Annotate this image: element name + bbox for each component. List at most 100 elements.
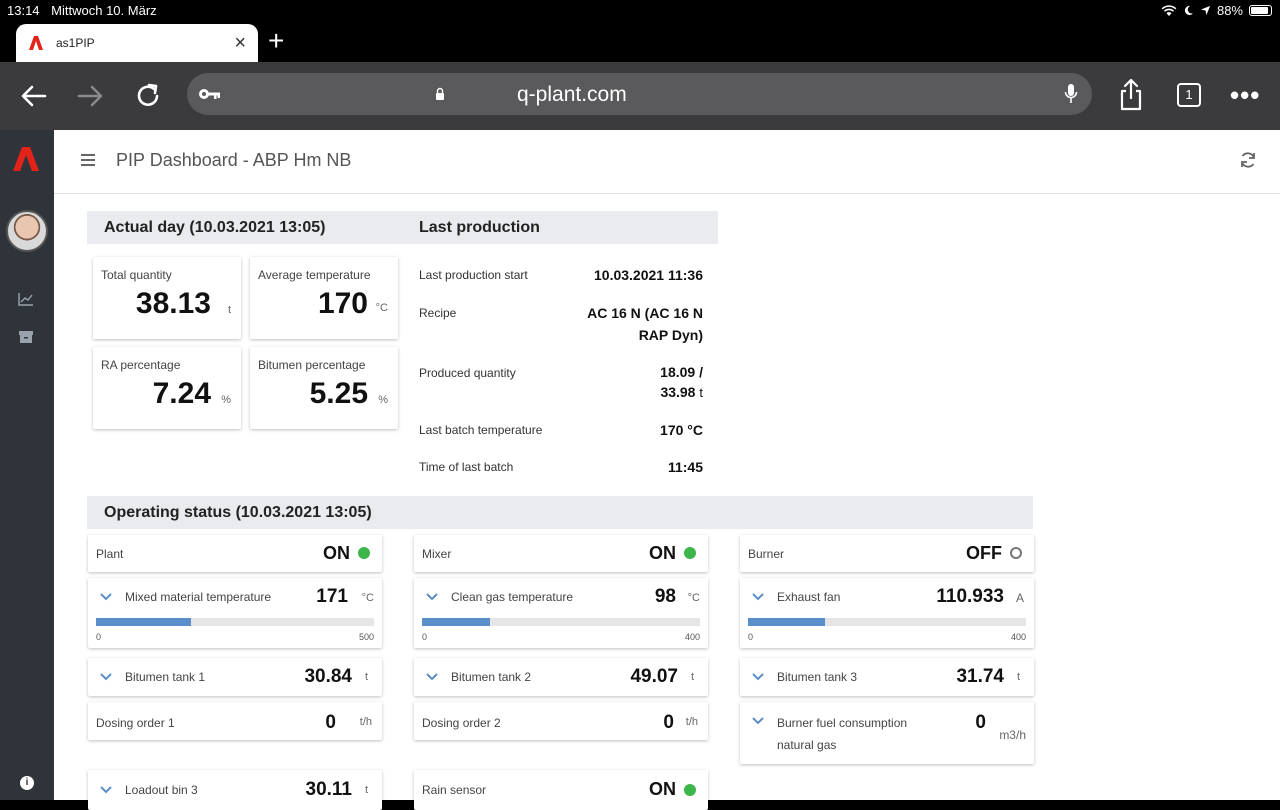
status-on-indicator [358,547,370,559]
gauge-max: 500 [358,632,374,642]
lp-key: Recipe [419,306,457,320]
tab-title: as1PIP [56,36,95,50]
fuel-label-line-1: Burner fuel consumption [777,716,908,730]
gauge-bar [748,618,1026,626]
chevron-down-icon[interactable] [100,673,112,681]
kpi-value: 38.13 [135,287,211,320]
status-card-mixer: Mixer ON [414,535,708,572]
tank-unit: t [1016,671,1020,683]
address-bar[interactable]: q-plant.com [187,73,1092,115]
tank-label: Bitumen tank 1 [125,670,206,684]
kpi-unit: °C [375,302,388,314]
reload-icon[interactable] [130,78,166,114]
key-icon[interactable] [197,82,221,106]
tank-value: 49.07 [630,666,678,687]
lp-key: Time of last batch [419,460,514,474]
fuel-unit: m3/h [999,728,1026,742]
operating-status-header: Operating status (10.03.2021 13:05) [87,496,1033,529]
status-on-indicator [684,547,696,559]
tank-value: 30.84 [304,666,352,687]
close-tab-icon[interactable]: × [234,31,246,54]
dosing-value: 0 [663,712,674,733]
status-value: OFF [966,543,1002,563]
main-content: PIP Dashboard - ABP Hm NB Actual day (10… [54,130,1280,810]
dosing-card-1: Dosing order 1 0 t/h [88,702,382,740]
gauge-min: 0 [96,632,102,642]
tank-card-bitumen-tank-1[interactable]: Bitumen tank 1 30.84 t [88,658,382,696]
tank-value: 30.11 [305,779,353,800]
ios-status-bar: 13:14 Mittwoch 10. März 88% [0,0,1280,20]
archive-icon[interactable] [18,330,34,344]
lp-value: 18.09 / 33.98 t [660,362,703,403]
dosing-label: Dosing order 2 [422,716,501,730]
gauge-card-mixed-material-temperature[interactable]: Mixed material temperature 171 °C 0 500 [88,578,382,648]
status-card-plant: Plant ON [88,535,382,572]
tank-unit: t [364,784,368,796]
gauge-card-clean-gas-temperature[interactable]: Clean gas temperature 98 °C 0 400 [414,578,708,648]
back-icon[interactable] [16,78,52,114]
tank-value: 31.74 [956,666,1004,687]
status-value: ON [649,543,676,563]
fuel-card-burner-fuel-consumption[interactable]: Burner fuel consumption natural gas 0 m3… [740,702,1034,764]
share-icon[interactable] [1116,78,1148,114]
status-date: Mittwoch 10. März [51,3,157,18]
kpi-ra-percentage: RA percentage 7.24 % [93,347,241,429]
status-card-rain-sensor: Rain sensor ON [414,770,708,810]
chevron-down-icon[interactable] [100,593,112,601]
new-tab-button[interactable]: + [268,25,285,56]
tank-card-bitumen-tank-3[interactable]: Bitumen tank 3 31.74 t [740,658,1034,696]
chevron-down-icon[interactable] [752,593,764,601]
dosing-unit: t/h [685,716,698,728]
status-value: ON [323,543,350,563]
more-menu-icon[interactable]: ••• [1230,80,1261,110]
lp-value: 170 °C [660,422,703,438]
as1-brand-logo[interactable] [12,146,40,172]
recipe-line-2: RAP Dyn) [638,327,703,343]
lp-value: 10.03.2021 11:36 [594,267,703,283]
tank-card-bitumen-tank-2[interactable]: Bitumen tank 2 49.07 t [414,658,708,696]
gauge-min: 0 [748,632,754,642]
status-card-burner: Burner OFF [740,535,1034,572]
actual-day-heading: Actual day (10.03.2021 13:05) [104,219,326,236]
gauge-card-exhaust-fan[interactable]: Exhaust fan 110.933 A 0 400 [740,578,1034,648]
info-icon[interactable]: i [20,776,34,790]
gauge-bar [96,618,374,626]
chevron-down-icon[interactable] [752,717,764,725]
dosing-label: Dosing order 1 [96,716,175,730]
chevron-down-icon[interactable] [426,593,438,601]
status-time: 13:14 [7,3,40,18]
status-label: Plant [96,547,124,561]
recipe-line-1: AC 16 N (AC 16 N [587,305,703,321]
gauge-max: 400 [1010,632,1026,642]
microphone-icon[interactable] [1064,83,1078,105]
as1-logo-icon [29,36,43,50]
kpi-total-quantity: Total quantity 38.13 t [93,257,241,339]
gauge-value: 171 [316,586,348,607]
app-header: PIP Dashboard - ABP Hm NB [54,130,1280,194]
refresh-icon[interactable] [1238,150,1258,170]
gauge-min: 0 [422,632,428,642]
gauge-label: Clean gas temperature [451,590,574,604]
url-text: q-plant.com [517,83,627,106]
fuel-label-line-2: natural gas [777,738,837,752]
chart-icon[interactable] [18,292,34,306]
kpi-label: RA percentage [101,358,181,372]
browser-toolbar: q-plant.com 1 ••• [0,62,1280,130]
chevron-down-icon[interactable] [100,786,112,794]
page-title: PIP Dashboard - ABP Hm NB [116,150,352,170]
user-avatar[interactable] [6,210,48,252]
status-label: Burner [748,547,785,561]
gauge-label: Exhaust fan [777,590,841,604]
gauge-value: 110.933 [936,586,1004,607]
gauge-unit: A [1015,591,1024,605]
tank-card-loadout-bin-3[interactable]: Loadout bin 3 30.11 t [88,770,382,810]
chevron-down-icon[interactable] [752,673,764,681]
status-on-indicator [684,784,696,796]
tabs-button[interactable]: 1 [1177,83,1201,107]
kpi-value: 7.24 [152,377,211,410]
browser-tab[interactable]: as1PIP × [16,24,258,62]
forward-icon[interactable] [72,78,108,114]
wifi-icon [1161,4,1177,16]
chevron-down-icon[interactable] [426,673,438,681]
menu-icon[interactable] [81,154,95,166]
